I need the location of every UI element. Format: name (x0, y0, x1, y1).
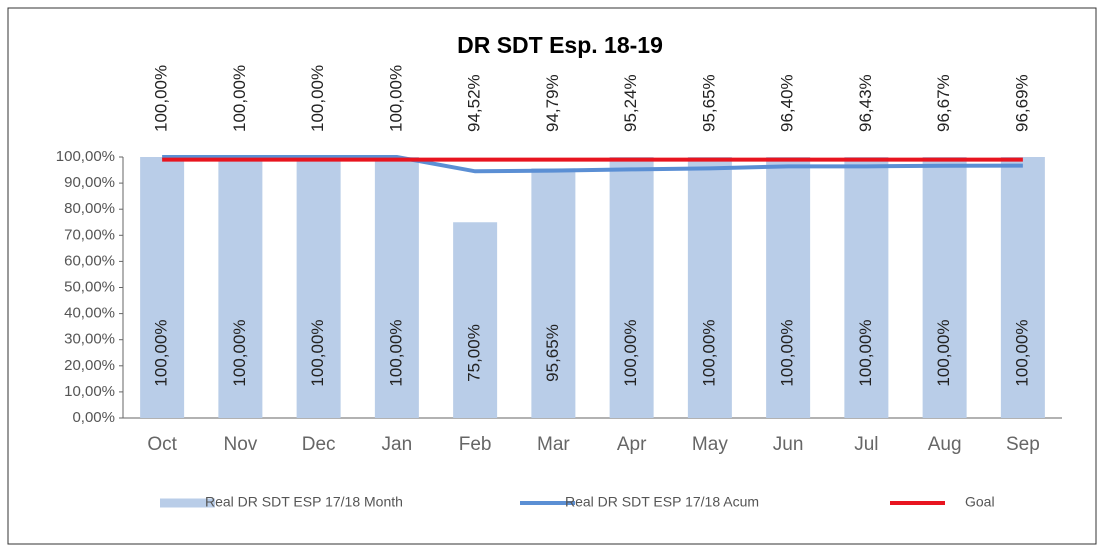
line-value-label: 94,79% (543, 74, 562, 132)
bar-value-label: 100,00% (308, 319, 327, 386)
chart-title: DR SDT Esp. 18-19 (457, 32, 663, 58)
line (162, 155, 1023, 174)
line-value-label: 96,40% (778, 74, 797, 132)
line-value-label: 95,65% (699, 74, 718, 132)
bar-value-label: 100,00% (856, 319, 875, 386)
line-value-label: 100,00% (230, 65, 249, 132)
x-tick-label: Apr (617, 434, 647, 455)
y-tick-label: 60,00% (64, 252, 115, 269)
legend-label: Goal (965, 494, 995, 510)
bar-value-label: 100,00% (934, 319, 953, 386)
y-tick-label: 100,00% (56, 148, 115, 165)
x-tick-label: Jul (854, 434, 878, 455)
bar (1000, 157, 1045, 418)
bar-value-label: 100,00% (621, 319, 640, 386)
bar (453, 222, 498, 418)
bar (531, 168, 576, 418)
x-tick-label: May (692, 434, 728, 455)
x-tick-label: Jun (773, 434, 804, 455)
x-tick-label: Feb (459, 434, 492, 455)
y-tick-label: 20,00% (64, 357, 115, 374)
y-tick-label: 0,00% (72, 409, 115, 426)
y-tick-label: 80,00% (64, 200, 115, 217)
line-value-label: 100,00% (386, 65, 405, 132)
x-tick-label: Aug (928, 434, 962, 455)
line-value-label: 95,24% (621, 74, 640, 132)
bar (766, 157, 811, 418)
bar (296, 157, 341, 418)
x-tick-label: Jan (382, 434, 413, 455)
y-tick-label: 70,00% (64, 226, 115, 243)
line-value-label: 100,00% (308, 65, 327, 132)
bar-value-label: 100,00% (778, 319, 797, 386)
bar (609, 157, 654, 418)
legend-label: Real DR SDT ESP 17/18 Acum (565, 494, 759, 510)
bar (687, 157, 732, 418)
bar-value-label: 100,00% (386, 319, 405, 386)
y-tick-label: 10,00% (64, 383, 115, 400)
bar-value-label: 100,00% (1012, 319, 1031, 386)
y-tick-label: 50,00% (64, 278, 115, 295)
bar (218, 157, 263, 418)
bar (844, 157, 889, 418)
bar (922, 157, 967, 418)
x-tick-label: Oct (147, 434, 177, 455)
bar-value-label: 75,00% (465, 324, 484, 382)
x-tick-label: Dec (302, 434, 336, 455)
legend-label: Real DR SDT ESP 17/18 Month (205, 494, 403, 510)
line-value-label: 94,52% (465, 74, 484, 132)
bar-value-label: 100,00% (230, 319, 249, 386)
y-tick-label: 30,00% (64, 331, 115, 348)
x-tick-label: Sep (1006, 434, 1040, 455)
bar (374, 157, 419, 418)
y-tick-label: 90,00% (64, 174, 115, 191)
line-value-label: 96,67% (934, 74, 953, 132)
bar-value-label: 100,00% (699, 319, 718, 386)
x-tick-label: Mar (537, 434, 570, 455)
bar-value-label: 100,00% (152, 319, 171, 386)
line-value-label: 100,00% (152, 65, 171, 132)
x-tick-label: Nov (223, 434, 257, 455)
y-tick-label: 40,00% (64, 305, 115, 322)
line-value-label: 96,69% (1012, 74, 1031, 132)
bar-value-label: 95,65% (543, 324, 562, 382)
line-value-label: 96,43% (856, 74, 875, 132)
bar (140, 157, 185, 418)
